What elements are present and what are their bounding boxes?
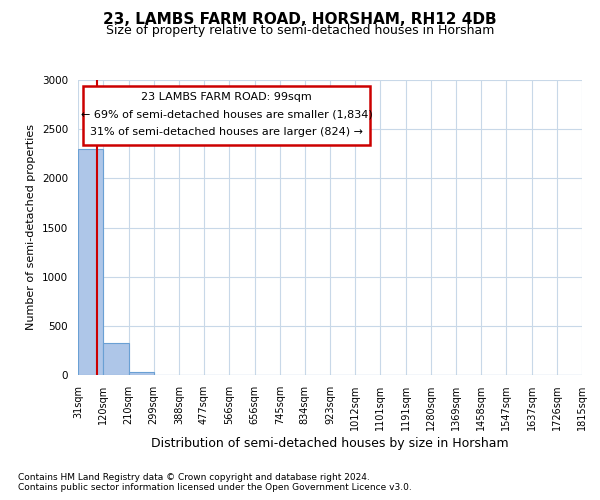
- Y-axis label: Number of semi-detached properties: Number of semi-detached properties: [26, 124, 37, 330]
- Text: Distribution of semi-detached houses by size in Horsham: Distribution of semi-detached houses by …: [151, 438, 509, 450]
- Bar: [103, 342, 128, 375]
- Text: 31% of semi-detached houses are larger (824) →: 31% of semi-detached houses are larger (…: [90, 127, 363, 137]
- Text: Contains HM Land Registry data © Crown copyright and database right 2024.: Contains HM Land Registry data © Crown c…: [18, 472, 370, 482]
- Text: Size of property relative to semi-detached houses in Horsham: Size of property relative to semi-detach…: [106, 24, 494, 37]
- Bar: [128, 372, 154, 375]
- Text: 23 LAMBS FARM ROAD: 99sqm: 23 LAMBS FARM ROAD: 99sqm: [142, 92, 312, 102]
- Bar: [78, 149, 103, 375]
- Text: ← 69% of semi-detached houses are smaller (1,834): ← 69% of semi-detached houses are smalle…: [81, 110, 373, 120]
- FancyBboxPatch shape: [83, 86, 370, 145]
- Text: Contains public sector information licensed under the Open Government Licence v3: Contains public sector information licen…: [18, 482, 412, 492]
- Text: 23, LAMBS FARM ROAD, HORSHAM, RH12 4DB: 23, LAMBS FARM ROAD, HORSHAM, RH12 4DB: [103, 12, 497, 28]
